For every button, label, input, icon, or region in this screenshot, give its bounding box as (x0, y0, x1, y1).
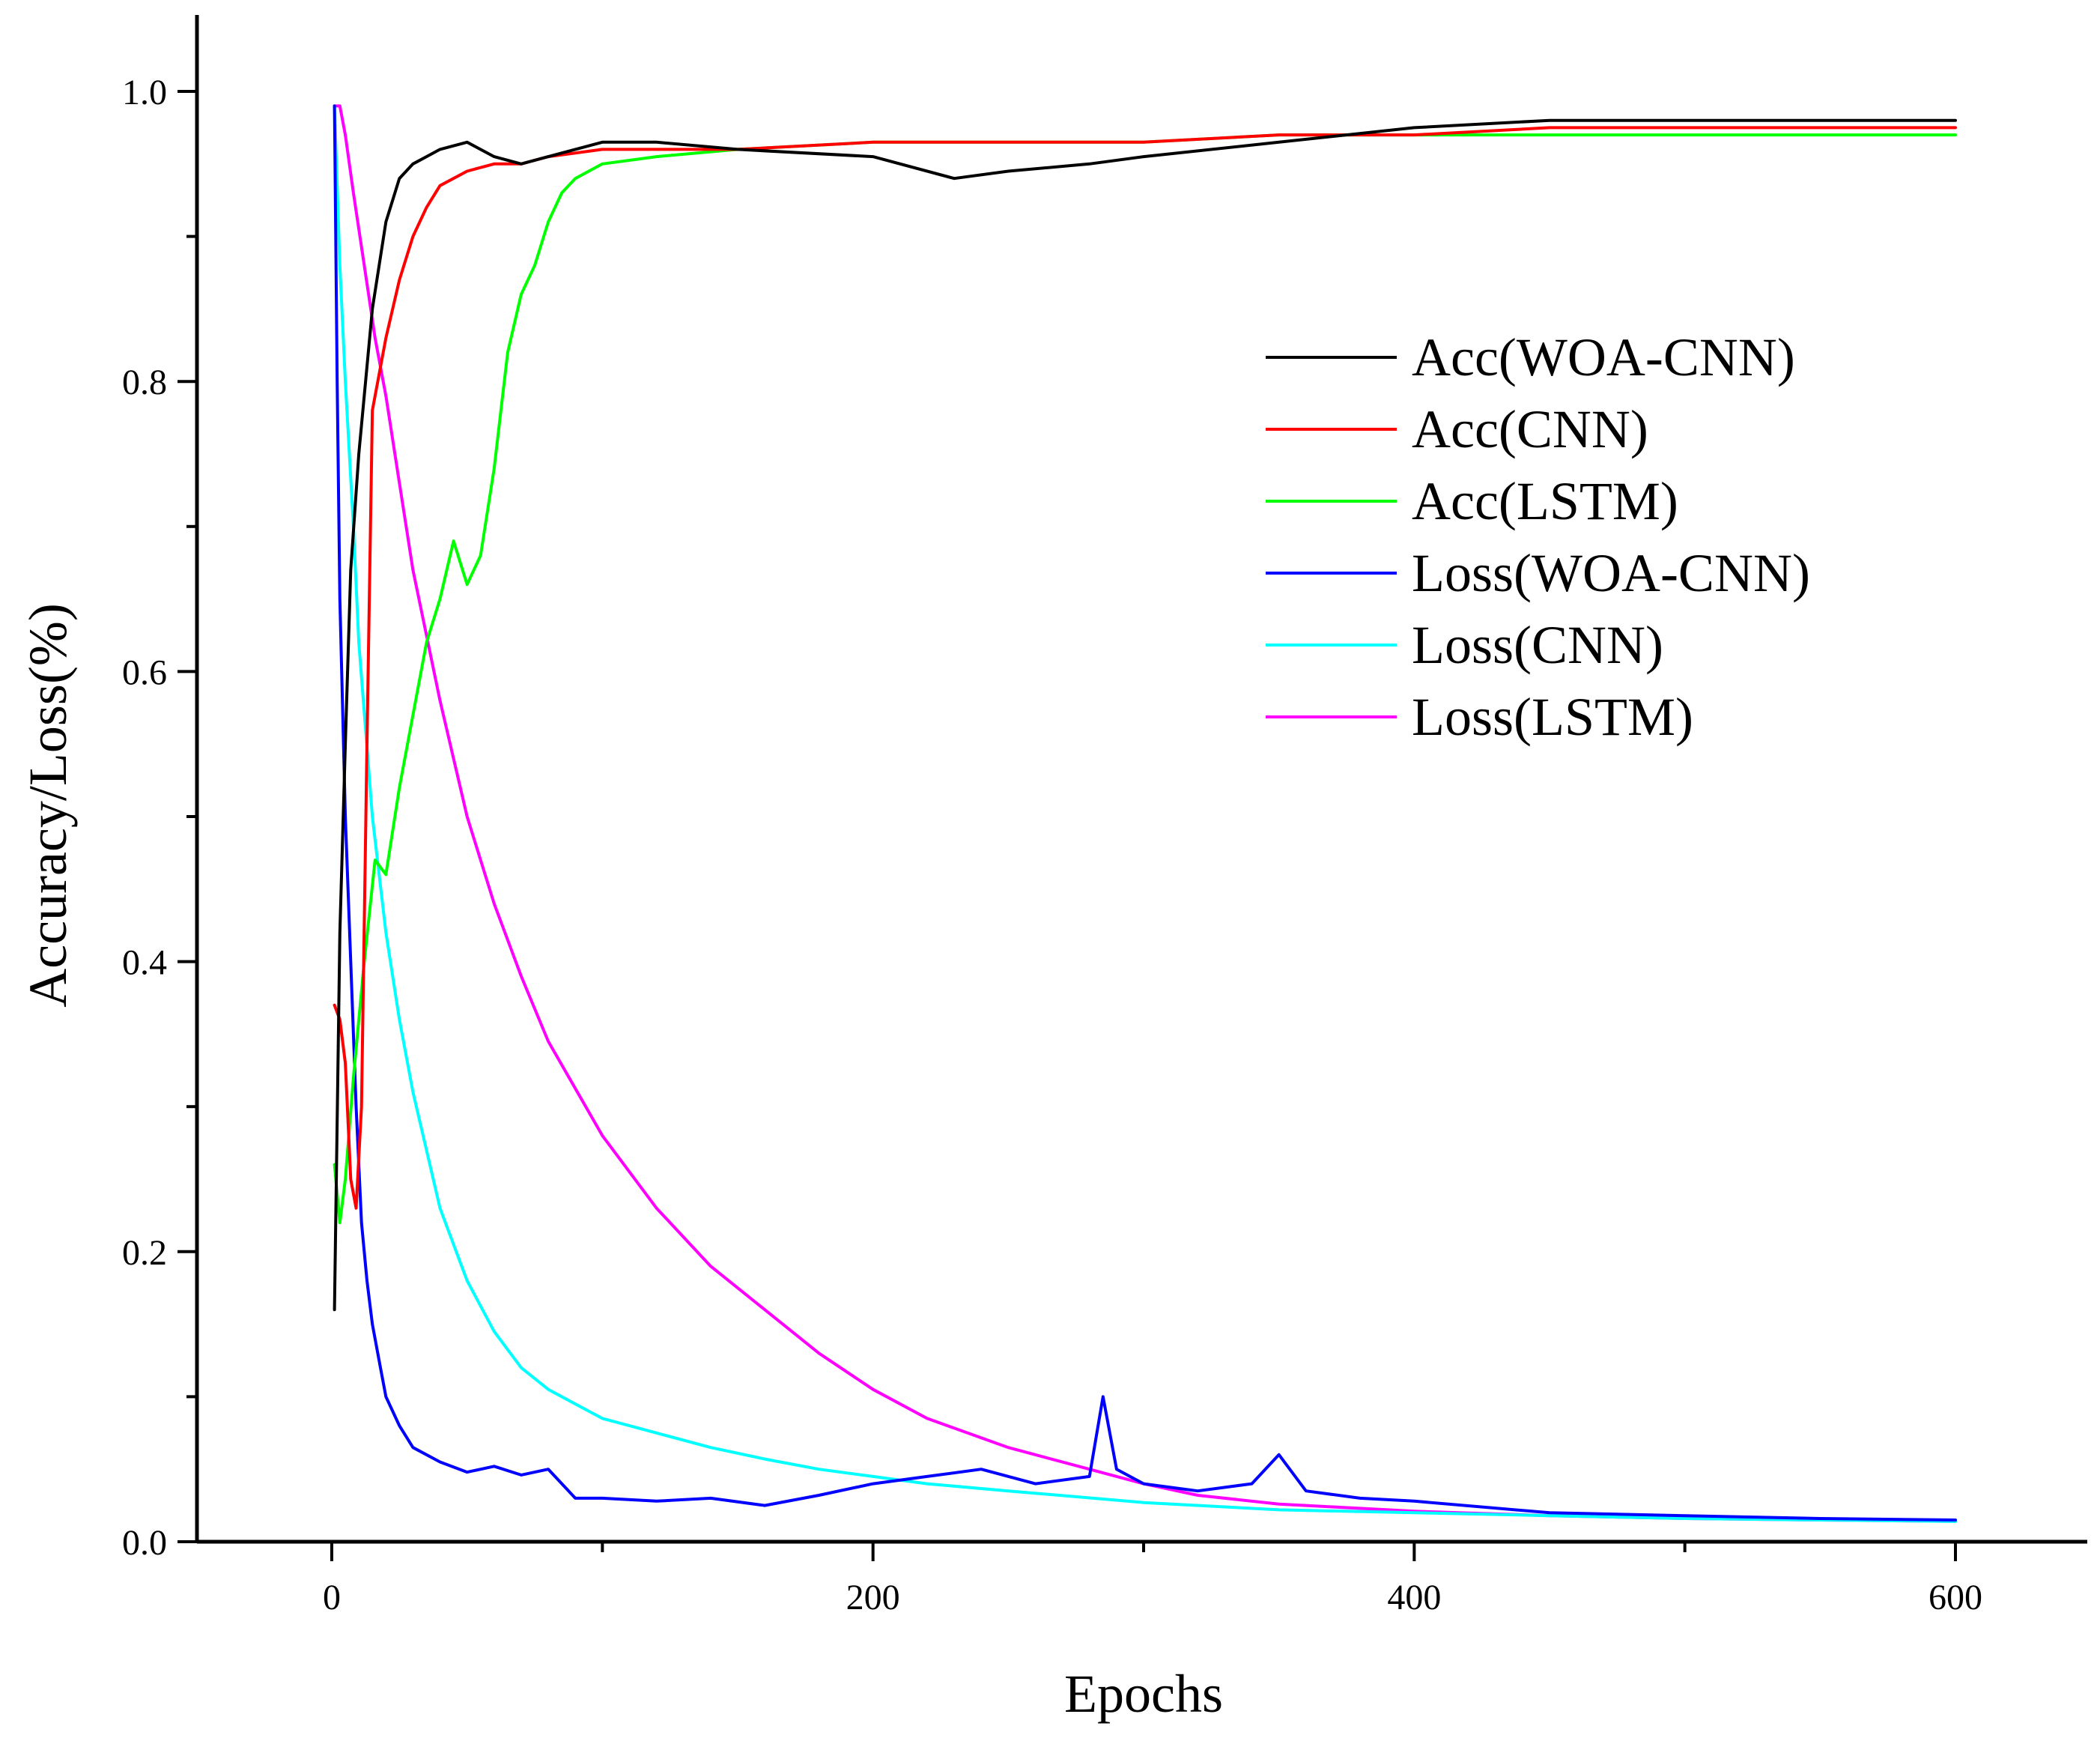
y-tick-label: 0.4 (122, 943, 167, 983)
legend-label-acc-lstm: Acc(LSTM) (1412, 471, 1678, 531)
y-tick-label: 0.2 (122, 1233, 167, 1273)
series-line-loss-woa-cnn (333, 104, 1957, 1522)
legend-label-acc-cnn: Acc(CNN) (1412, 399, 1648, 459)
series-line-loss-lstm (333, 104, 1957, 1523)
y-tick-label: 0.8 (122, 363, 167, 402)
legend-label-loss-cnn: Loss(CNN) (1412, 615, 1663, 675)
series-line-loss-cnn (333, 104, 1957, 1523)
legend-label-acc-woa-cnn: Acc(WOA-CNN) (1412, 327, 1795, 387)
y-axis-title: Accuracy/Loss(%) (18, 603, 78, 1008)
x-tick-label: 0 (323, 1578, 341, 1617)
x-tick-label: 200 (846, 1578, 900, 1617)
axes: 0.0 0.2 0.4 0.6 0.8 1.0 0 200 400 600 (122, 15, 2087, 1617)
plot-area (333, 104, 1957, 1523)
x-tick-label: 600 (1928, 1578, 1982, 1617)
legend: Acc(WOA-CNN) Acc(CNN) Acc(LSTM) Loss(WOA-CN… (1266, 327, 1810, 747)
x-tick-label: 400 (1387, 1578, 1441, 1617)
series-line-acc-cnn (333, 126, 1957, 1210)
legend-label-loss-woa-cnn: Loss(WOA-CNN) (1412, 543, 1810, 603)
y-tick-label: 0.6 (122, 653, 167, 692)
legend-label-loss-lstm: Loss(LSTM) (1412, 687, 1693, 747)
series-line-acc-lstm (333, 133, 1957, 1225)
y-tick-label: 1.0 (122, 73, 167, 112)
x-axis-title: Epochs (1064, 1664, 1223, 1724)
series-line-acc-woa-cnn (333, 118, 1957, 1312)
y-tick-label: 0.0 (122, 1523, 167, 1563)
